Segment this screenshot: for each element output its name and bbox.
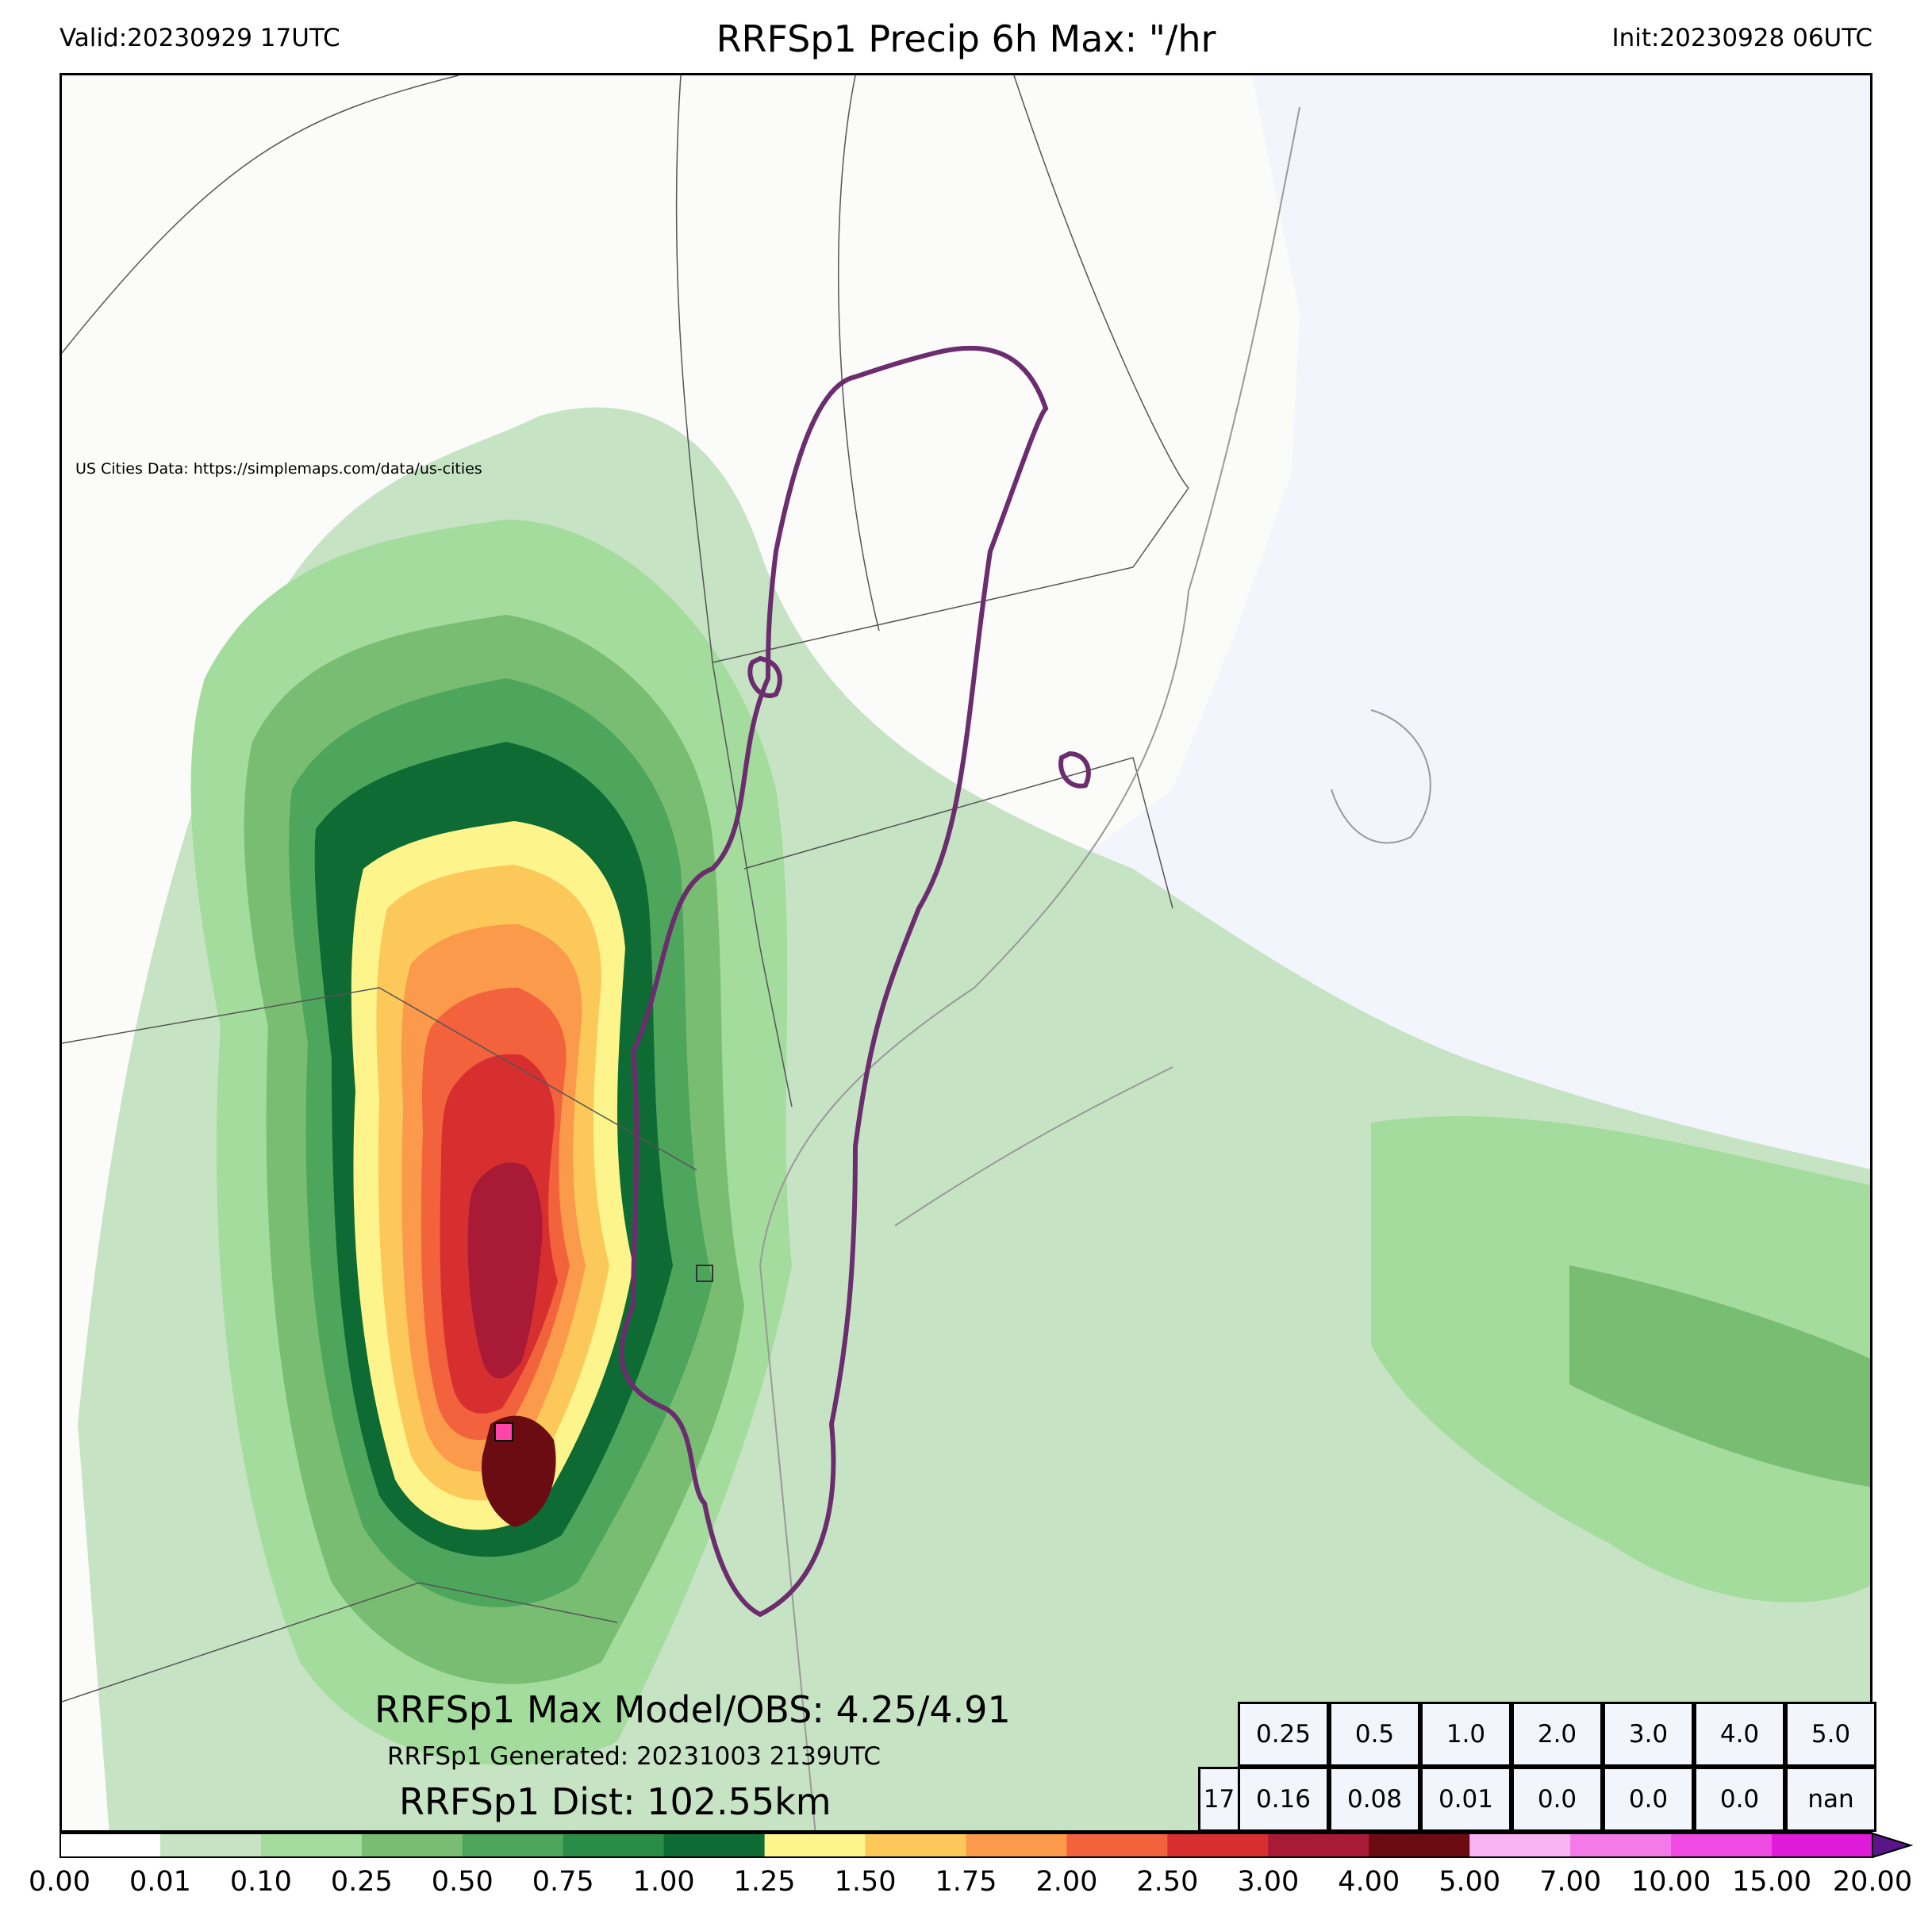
colorbar-tick-label: 0.25 xyxy=(330,1866,393,1898)
colorbar-segment xyxy=(1167,1833,1269,1857)
score-cell: 0.0 xyxy=(1511,1767,1603,1832)
colorbar-segment xyxy=(361,1833,463,1857)
coastline xyxy=(759,106,1431,1830)
precip-map[interactable] xyxy=(60,73,1872,1833)
colorbar-tick-label: 0.00 xyxy=(29,1866,90,1898)
data-attribution: US Cities Data: https://simplemaps.com/d… xyxy=(75,460,482,478)
colorbar-segment xyxy=(1469,1833,1571,1857)
state-borders xyxy=(62,75,1189,1703)
init-time: Init:20230928 06UTC xyxy=(1611,24,1872,52)
threshold-header-cell: 0.5 xyxy=(1329,1702,1420,1767)
model-max-station xyxy=(696,1265,713,1282)
threshold-score-table: 0.25 0.5 1.0 2.0 3.0 4.0 5.0 17 0.16 0.08 0.01 0.0 0… xyxy=(1198,1702,1876,1832)
max-model-obs-stat: RRFSp1 Max Model/OBS: 4.25/4.91 xyxy=(374,1688,1011,1731)
colorbar-segment xyxy=(1369,1833,1470,1857)
colorbar-segment xyxy=(563,1833,665,1857)
colorbar-segment xyxy=(764,1833,866,1857)
colorbar-tick-label: 10.00 xyxy=(1631,1866,1711,1898)
colorbar-segment xyxy=(260,1833,363,1857)
colorbar-segment xyxy=(1268,1833,1369,1857)
colorbar-tick-label: 2.50 xyxy=(1136,1866,1199,1898)
valid-time: Valid:20230929 17UTC xyxy=(60,24,340,52)
map-canvas xyxy=(62,75,1870,1830)
generated-stat: RRFSp1 Generated: 20231003 2139UTC xyxy=(387,1742,881,1771)
colorbar-segment xyxy=(663,1833,766,1857)
precip-band-300 xyxy=(482,1415,556,1527)
distance-stat: RRFSp1 Dist: 102.55km xyxy=(399,1780,832,1823)
colorbar-tick-label: 0.10 xyxy=(229,1866,292,1898)
colorbar-border xyxy=(60,1833,1873,1858)
colorbar-tick-label: 20.00 xyxy=(1832,1866,1913,1898)
colorbar-tick-label: 7.00 xyxy=(1539,1866,1602,1898)
colorbar-segment xyxy=(60,1833,161,1857)
colorbar-tick-label: 0.75 xyxy=(532,1866,594,1898)
obs-contour-island-1 xyxy=(747,655,782,698)
colorbar-extend-arrow xyxy=(1872,1833,1913,1859)
chart-title: RRFSp1 Precip 6h Max: "/hr xyxy=(716,17,1216,60)
score-cell: 0.0 xyxy=(1694,1767,1785,1832)
colorbar-segment xyxy=(1671,1833,1773,1857)
obs-contour-island-2 xyxy=(1058,751,1091,789)
colorbar-segment xyxy=(159,1833,262,1857)
threshold-header-cell: 0.25 xyxy=(1238,1702,1329,1767)
score-cell: 0.0 xyxy=(1603,1767,1694,1832)
colorbar-tick-label: 0.50 xyxy=(431,1866,494,1898)
colorbar-tick-label: 4.00 xyxy=(1338,1866,1400,1898)
precip-colorbar xyxy=(60,1833,1913,1859)
score-cell: 0.16 xyxy=(1238,1767,1329,1832)
colorbar-segment xyxy=(1066,1833,1168,1857)
threshold-header-cell: 5.0 xyxy=(1785,1702,1876,1767)
colorbar-segment xyxy=(865,1833,966,1857)
colorbar-tick-label: 5.00 xyxy=(1438,1866,1501,1898)
precip-right-core xyxy=(1569,1265,1870,1488)
colorbar-segment xyxy=(462,1833,564,1857)
threshold-header-cell: 3.0 xyxy=(1603,1702,1694,1767)
colorbar-tick-label: 3.00 xyxy=(1237,1866,1300,1898)
colorbar-tick-label: 2.00 xyxy=(1035,1866,1098,1898)
colorbar-segment xyxy=(1570,1833,1672,1857)
score-cell: 0.08 xyxy=(1329,1767,1420,1832)
colorbar-tick-label: 1.75 xyxy=(935,1866,997,1898)
score-cell: 0.01 xyxy=(1420,1767,1511,1832)
obs-contour-outline xyxy=(619,345,1049,1618)
colorbar-segment xyxy=(966,1833,1067,1857)
colorbar-tick-label: 0.01 xyxy=(129,1866,191,1898)
threshold-header-cell: 1.0 xyxy=(1420,1702,1511,1767)
threshold-header-cell: 4.0 xyxy=(1694,1702,1785,1767)
colorbar-segment xyxy=(1772,1833,1873,1857)
score-row-label: 17 xyxy=(1198,1767,1240,1832)
obs-max-station xyxy=(494,1422,513,1442)
precip-band-250 xyxy=(467,1162,543,1379)
colorbar-tick-label: 1.25 xyxy=(733,1866,796,1898)
colorbar-tick-label: 1.50 xyxy=(834,1866,897,1898)
colorbar-tick-label: 15.00 xyxy=(1731,1866,1812,1898)
colorbar-tick-label: 1.00 xyxy=(632,1866,695,1898)
threshold-header-cell: 2.0 xyxy=(1511,1702,1603,1767)
score-cell: nan xyxy=(1785,1767,1876,1832)
